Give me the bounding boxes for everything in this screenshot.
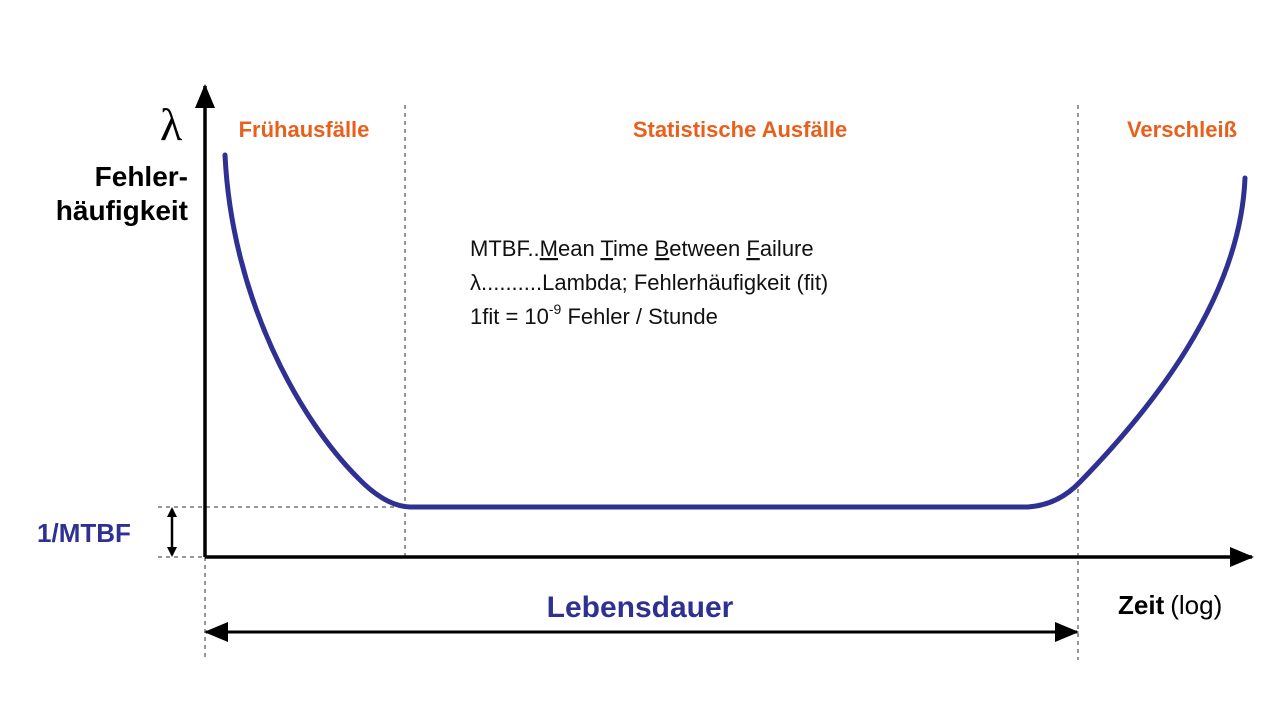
note-text: ailure [760,236,814,261]
note-text: T [600,236,613,261]
lambda-symbol: λ [160,99,183,150]
note-text: 1fit = 10 [470,304,549,329]
lifetime-label: Lebensdauer [547,591,734,624]
phase-label: Verschleiß [1127,117,1237,142]
note-text: ime [613,236,655,261]
mtbf-label: 1/MTBF [37,518,131,548]
y-axis-label: Fehler- [95,161,188,192]
note-line: MTBF..Mean Time Between Failure [470,236,814,261]
note-line: 1fit = 10-9 Fehler / Stunde [470,301,718,329]
x-axis-title: Zeit [1118,590,1165,620]
note-text: B [655,236,670,261]
note-text: ean [558,236,600,261]
x-axis-scale: (log) [1170,590,1222,620]
note-text: M [540,236,558,261]
phase-label: Frühausfälle [239,117,370,142]
note-text: Fehler / Stunde [561,304,718,329]
bathtub-curve [222,152,1248,510]
note-text: F [746,236,759,261]
note-line: λ..........Lambda; Fehlerhäufigkeit (fit… [470,270,828,295]
phase-label: Statistische Ausfälle [633,117,847,142]
note-text: etween [669,236,746,261]
note-superscript: -9 [549,301,562,317]
x-axis-label: Zeit (log) [1118,590,1222,620]
note-text: MTBF.. [470,236,540,261]
y-axis-label: häufigkeit [56,195,188,226]
